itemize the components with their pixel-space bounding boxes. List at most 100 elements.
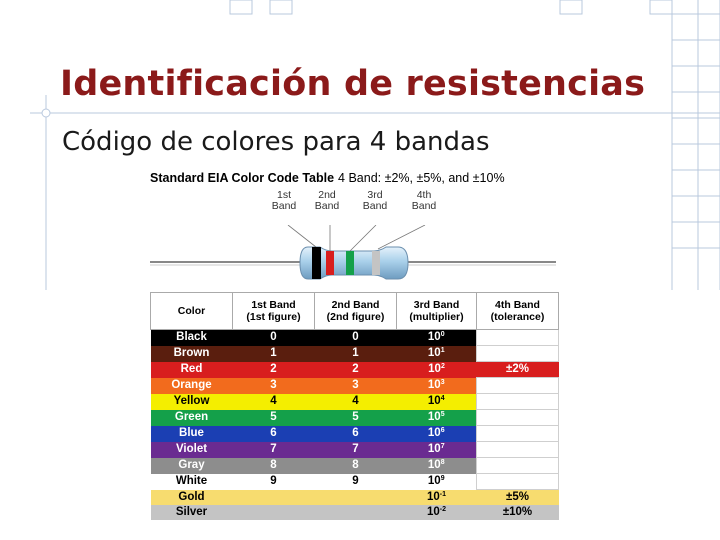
table-row: Yellow 4 4 104 [150, 393, 559, 410]
band-label-line: Band [411, 200, 437, 212]
color-name-cell: Gray [150, 457, 233, 474]
color-name-cell: Green [150, 409, 233, 426]
band-label-1: 1st Band [264, 190, 304, 212]
table-row: White 9 9 109 [150, 473, 559, 490]
second-figure-cell [314, 489, 397, 505]
multiplier-base: 10 [428, 363, 441, 375]
multiplier-cell: 100 [396, 329, 477, 346]
table-row: Black 0 0 100 [150, 329, 559, 346]
multiplier-cell: 108 [396, 457, 477, 474]
first-figure-cell [232, 505, 315, 520]
tolerance-cell [476, 393, 559, 410]
first-figure-cell: 4 [232, 393, 315, 410]
tolerance-cell [476, 457, 559, 474]
band-label-line: 4th [416, 189, 432, 201]
multiplier-exponent: -1 [439, 490, 447, 498]
resistor-band-3 [346, 251, 354, 275]
tolerance-cell [476, 473, 559, 490]
multiplier-exponent: 9 [440, 475, 445, 482]
first-figure-cell: 8 [232, 457, 315, 474]
multiplier-exponent: 3 [440, 379, 445, 386]
multiplier-cell: 10-1 [396, 489, 477, 505]
band-label-line: 2nd [318, 189, 336, 201]
band-label-line: 1st [276, 189, 291, 201]
tolerance-cell [476, 377, 559, 394]
tolerance-cell [476, 425, 559, 442]
multiplier-cell: 105 [396, 409, 477, 426]
tolerance-cell [476, 329, 559, 346]
figure-heading-subtitle: 4 Band: ±2%, ±5%, and ±10% [338, 171, 505, 185]
multiplier-exponent: 2 [440, 363, 445, 370]
multiplier-cell: 106 [396, 425, 477, 442]
table-row: Brown 1 1 101 [150, 345, 559, 362]
second-figure-cell: 8 [314, 457, 397, 474]
first-figure-cell: 1 [232, 345, 315, 362]
multiplier-base: 10 [426, 506, 440, 518]
color-name-cell: Black [150, 329, 233, 346]
header-3rd-band: 3rd Band (multiplier) [396, 292, 477, 330]
multiplier-exponent: 4 [440, 395, 445, 402]
resistor-band-1 [312, 247, 321, 279]
color-name-cell: Red [150, 361, 233, 378]
multiplier-cell: 107 [396, 441, 477, 458]
color-name-cell: Gold [150, 489, 233, 505]
multiplier-exponent: 7 [440, 443, 445, 450]
multiplier-cell: 104 [396, 393, 477, 410]
band-label-2: 2nd Band [307, 190, 347, 212]
multiplier-base: 10 [427, 379, 441, 391]
band-label-4: 4th Band [404, 190, 444, 212]
slide-subtitle: Código de colores para 4 bandas [62, 127, 490, 157]
color-name-cell: Blue [150, 425, 233, 442]
second-figure-cell: 4 [314, 393, 397, 410]
multiplier-exponent: 5 [440, 411, 445, 418]
first-figure-cell: 9 [232, 473, 315, 490]
band-label-line: Band [362, 200, 388, 212]
color-name-cell: Yellow [150, 393, 233, 410]
tolerance-cell [476, 345, 559, 362]
table-row: Blue 6 6 106 [150, 425, 559, 442]
multiplier-exponent: 6 [440, 427, 445, 434]
tolerance-cell: ±5% [476, 489, 559, 505]
table-row: Silver 10-2 ±10% [150, 505, 559, 520]
figure-heading-title: Standard EIA Color Code Table [150, 171, 335, 185]
multiplier-base: 10 [427, 475, 441, 487]
table-row: Violet 7 7 107 [150, 441, 559, 458]
multiplier-base: 10 [427, 395, 441, 407]
table-header-row: Color 1st Band (1st figure) 2nd Band (2nd … [150, 292, 559, 330]
multiplier-cell: 109 [396, 473, 477, 490]
header-1st-band: 1st Band (1st figure) [232, 292, 315, 330]
multiplier-cell: 10-2 [396, 505, 477, 520]
tolerance-cell: ±2% [476, 361, 559, 378]
first-figure-cell: 6 [232, 425, 315, 442]
second-figure-cell: 9 [314, 473, 397, 490]
color-name-cell: Silver [150, 505, 233, 520]
first-figure-cell: 2 [232, 361, 315, 378]
band-label-line: Band [314, 200, 340, 212]
multiplier-base: 10 [426, 490, 440, 503]
multiplier-base: 10 [427, 331, 441, 344]
tolerance-cell [476, 409, 559, 426]
band-label-3: 3rd Band [355, 190, 395, 212]
first-figure-cell [232, 489, 315, 505]
second-figure-cell: 0 [314, 329, 397, 346]
resistor-band-4 [372, 251, 380, 275]
slide-title: Identificación de resistencias [60, 64, 646, 104]
table-row: Gray 8 8 108 [150, 457, 559, 474]
table-row: Orange 3 3 103 [150, 377, 559, 394]
color-code-table: Color 1st Band (1st figure) 2nd Band (2nd … [150, 292, 559, 520]
first-figure-cell: 3 [232, 377, 315, 394]
resistor-band-2 [326, 251, 334, 275]
header-2nd-band: 2nd Band (2nd figure) [314, 292, 397, 330]
header-color: Color [150, 292, 233, 330]
multiplier-base: 10 [427, 411, 441, 423]
first-figure-cell: 5 [232, 409, 315, 426]
tolerance-cell [476, 441, 559, 458]
tolerance-cell: ±10% [476, 505, 559, 520]
multiplier-base: 10 [427, 347, 441, 359]
multiplier-cell: 102 [396, 361, 477, 378]
multiplier-exponent: 8 [440, 459, 445, 466]
color-name-cell: White [150, 473, 233, 490]
figure-heading: Standard EIA Color Code Table 4 Band: ±2%… [150, 171, 505, 185]
second-figure-cell: 6 [314, 425, 397, 442]
